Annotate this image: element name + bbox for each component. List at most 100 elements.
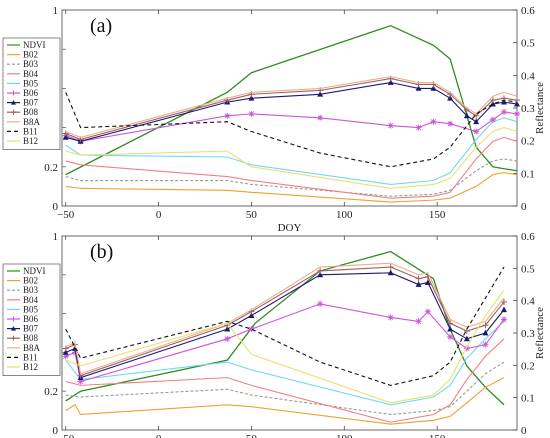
series-point-b08 <box>514 97 520 104</box>
series-line-b03 <box>65 361 505 416</box>
legend-box <box>2 263 61 376</box>
x-tick-label: 0 <box>156 433 162 438</box>
series-point-b07 <box>463 112 470 119</box>
y-right-tick-label: 0.3 <box>521 103 535 115</box>
series-line-b06 <box>65 303 505 383</box>
series-line-b08 <box>65 78 518 140</box>
legend-label-ndvi: NDVI <box>23 266 46 276</box>
legend-label-b05: B05 <box>23 78 39 88</box>
series-point-b08 <box>317 267 324 274</box>
y-left-tick-label: 0.2 <box>44 162 58 174</box>
x-tick-label: −50 <box>57 433 75 438</box>
panel-label: (b) <box>90 241 113 263</box>
series-point-b07 <box>317 271 324 278</box>
legend-label-b02: B02 <box>23 276 38 286</box>
legend-label-b04: B04 <box>23 295 39 305</box>
series-point-b06 <box>415 318 422 325</box>
chart-panel-a: −5005010015000.20.40.60.8100.10.20.30.40… <box>2 5 546 234</box>
series-point-b06 <box>430 118 437 125</box>
series-line-b05 <box>65 320 505 406</box>
series-point-b06 <box>501 108 507 115</box>
y-right-axis-label: Reflectance <box>534 82 546 134</box>
legend-label-b12: B12 <box>23 362 38 372</box>
y-right-tick-label: 0 <box>521 425 527 437</box>
series-point-b07 <box>501 98 507 105</box>
legend-marker <box>11 90 16 96</box>
series-point-b07 <box>482 329 489 336</box>
series-point-b07 <box>415 85 422 91</box>
legend-label-b07: B07 <box>23 98 39 108</box>
y-right-tick-label: 0.4 <box>521 296 535 308</box>
x-axis-label: DOY <box>278 222 302 234</box>
series-point-b07 <box>248 95 255 101</box>
x-tick-label: 100 <box>336 209 353 221</box>
legend-label-ndvi: NDVI <box>23 40 46 50</box>
series-point-b07 <box>424 279 431 285</box>
series-point-b06 <box>387 314 394 321</box>
series-line-b05 <box>65 117 518 185</box>
panel-label: (a) <box>90 15 112 37</box>
series-point-b06 <box>62 353 69 360</box>
legend-label-b06: B06 <box>23 314 39 324</box>
y-right-tick-label: 0.6 <box>521 231 535 243</box>
series-point-b06 <box>447 333 454 340</box>
series-line-b04 <box>65 338 505 423</box>
series-point-b07 <box>473 118 480 125</box>
y-right-tick-label: 0.2 <box>521 360 535 372</box>
series-line-b8a <box>65 76 518 138</box>
y-left-tick-label: 0.2 <box>44 386 58 398</box>
series-point-b06 <box>447 120 454 127</box>
series-point-b07 <box>248 312 255 318</box>
x-tick-label: 0 <box>156 209 162 221</box>
series-point-b08 <box>501 298 507 305</box>
series-point-b06 <box>72 349 78 356</box>
legend-label-b03: B03 <box>23 59 39 69</box>
series-point-b07 <box>387 79 394 85</box>
y-right-tick-label: 0.1 <box>521 168 535 180</box>
legend-box <box>2 37 61 150</box>
series-point-b06 <box>501 316 507 323</box>
series-point-b06 <box>473 128 480 135</box>
series-point-b07 <box>447 325 454 332</box>
y-left-tick-label: 1 <box>53 231 59 243</box>
series-point-b07 <box>415 281 422 287</box>
series-point-b06 <box>415 124 422 131</box>
y-right-tick-label: 0.5 <box>521 263 535 275</box>
series-line-ndvi <box>65 250 505 406</box>
series-line-b08 <box>65 266 505 377</box>
y-right-tick-label: 0.2 <box>521 136 535 148</box>
y-left-tick-label: 1 <box>53 5 59 17</box>
y-right-tick-label: 0.6 <box>521 5 535 17</box>
series-point-b08 <box>482 322 489 329</box>
series-point-b06 <box>77 378 84 385</box>
x-tick-label: 150 <box>429 209 446 221</box>
series-point-b06 <box>224 112 231 119</box>
series-point-b07 <box>224 325 231 332</box>
legend-label-b03: B03 <box>23 285 39 295</box>
series-point-b06 <box>424 308 431 315</box>
legend-marker <box>11 100 16 105</box>
series-point-b06 <box>224 335 231 342</box>
legend-label-b12: B12 <box>23 136 38 146</box>
plot-frame <box>61 9 518 207</box>
series-point-b07 <box>62 134 69 140</box>
legend-label-b11: B11 <box>23 352 38 362</box>
y-right-tick-label: 0.1 <box>521 393 535 405</box>
series-point-b07 <box>317 91 324 97</box>
y-right-tick-label: 0.3 <box>521 328 535 340</box>
series-point-b07 <box>430 85 437 91</box>
chart-panel-b: −5005010015000.20.40.60.8100.10.20.30.40… <box>2 231 546 438</box>
series-point-b08 <box>62 130 69 137</box>
series-line-b07 <box>65 81 518 142</box>
series-line-ndvi <box>65 24 518 176</box>
x-tick-label: 150 <box>429 433 446 438</box>
series-point-b06 <box>463 345 470 352</box>
legend-label-b8a: B8A <box>23 117 41 127</box>
legend-label-b07: B07 <box>23 324 39 334</box>
series-point-b06 <box>248 110 255 117</box>
series-point-b08 <box>387 264 394 271</box>
x-tick-label: 50 <box>246 209 258 221</box>
series-point-b07 <box>387 269 394 276</box>
